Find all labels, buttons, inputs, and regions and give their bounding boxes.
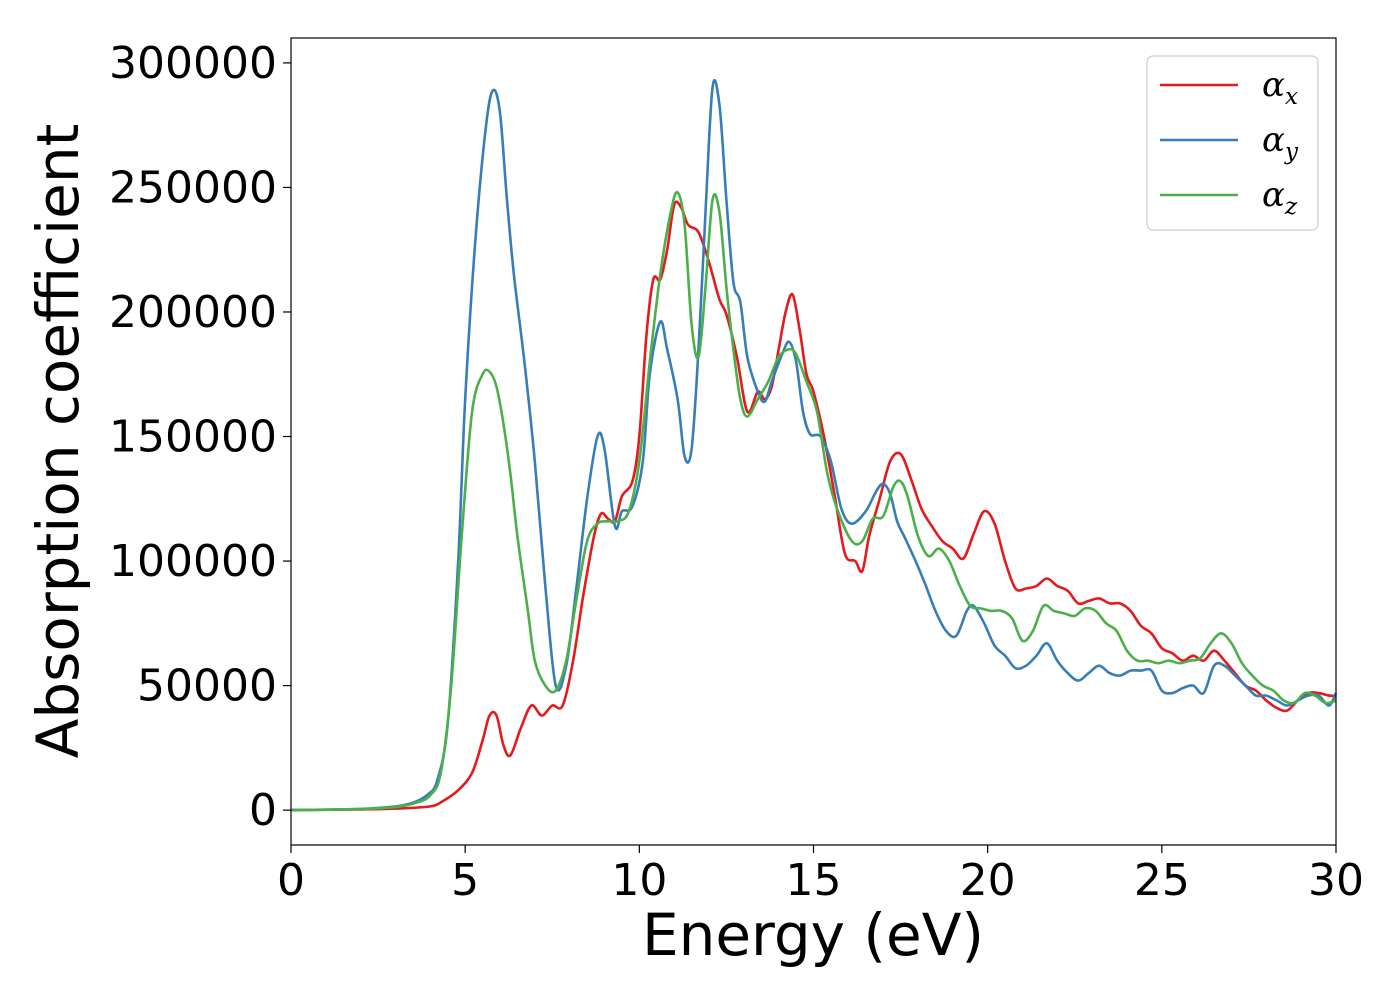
y-tick-label: 100000 [109,536,277,587]
x-tick-label: 5 [451,855,479,906]
y-tick-label: 200000 [109,287,277,338]
y-tick-label: 0 [249,785,277,836]
plot-lines [290,79,1338,812]
legend-label-alpha-x: αx [1262,65,1298,110]
x-tick-label: 25 [1134,855,1190,906]
series-line-alpha-y [290,79,1338,812]
legend-label-alpha-z: αz [1262,175,1298,220]
y-axis-title: Absorption coefficient [24,124,92,759]
x-tick-label: 10 [611,855,667,906]
x-tick-label: 30 [1308,855,1364,906]
y-tick-label: 150000 [109,412,277,463]
y-tick-label: 300000 [109,38,277,89]
x-tick-label: 20 [960,855,1016,906]
y-tick-label: 50000 [137,661,277,712]
series-line-alpha-z [290,190,1337,812]
x-tick-label: 15 [786,855,842,906]
y-tick-label: 250000 [109,162,277,213]
series-line-alpha-x [290,200,1337,812]
x-axis-ticks: 0 5 10 15 20 25 30 [277,845,1364,906]
legend-box [1146,55,1319,231]
legend-label-alpha-y: αy [1262,120,1299,165]
x-axis-title: Energy (eV) [642,901,984,969]
legend: αx αy αz [1146,55,1319,231]
x-tick-label: 0 [277,855,305,906]
y-axis-ticks: 0 50000 100000 150000 200000 250000 300000 [109,38,291,836]
